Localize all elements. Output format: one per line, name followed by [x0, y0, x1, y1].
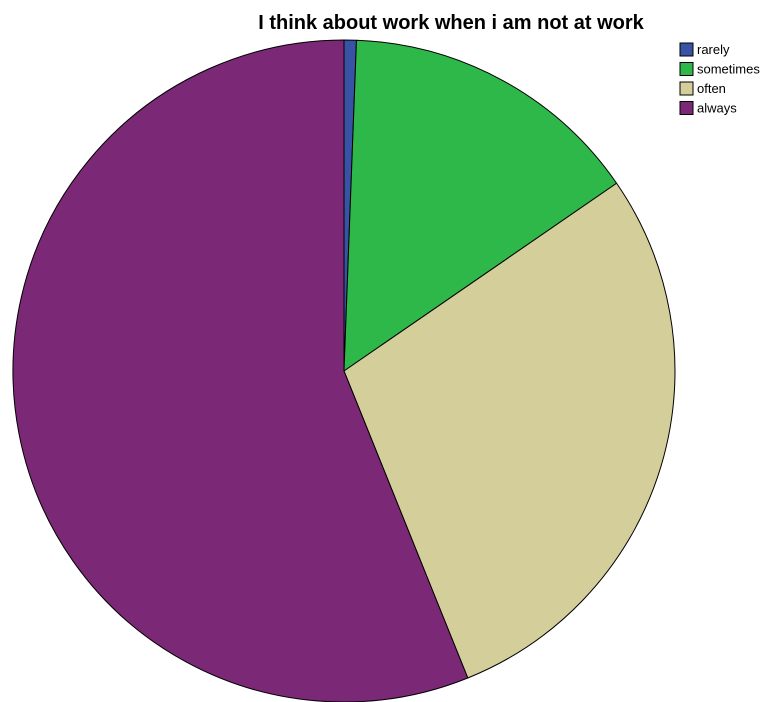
legend-label-sometimes: sometimes: [697, 62, 760, 77]
pie-slice-often: [343, 182, 676, 679]
legend-swatch-sometimes: [679, 62, 694, 76]
pie-slice-always: [12, 39, 469, 702]
legend-swatch-always: [679, 101, 694, 115]
legend-label-often: often: [697, 81, 726, 96]
legend-label-rarely: rarely: [697, 42, 730, 57]
chart-title: I think about work when i am not at work: [258, 12, 644, 34]
pie-slice-sometimes: [343, 39, 618, 372]
legend-label-always: always: [697, 101, 737, 116]
legend-swatch-rarely: [679, 42, 694, 57]
legend-swatch-often: [679, 81, 694, 96]
legend: rarely sometimes often always: [679, 42, 760, 116]
pie-slices: [12, 39, 676, 702]
